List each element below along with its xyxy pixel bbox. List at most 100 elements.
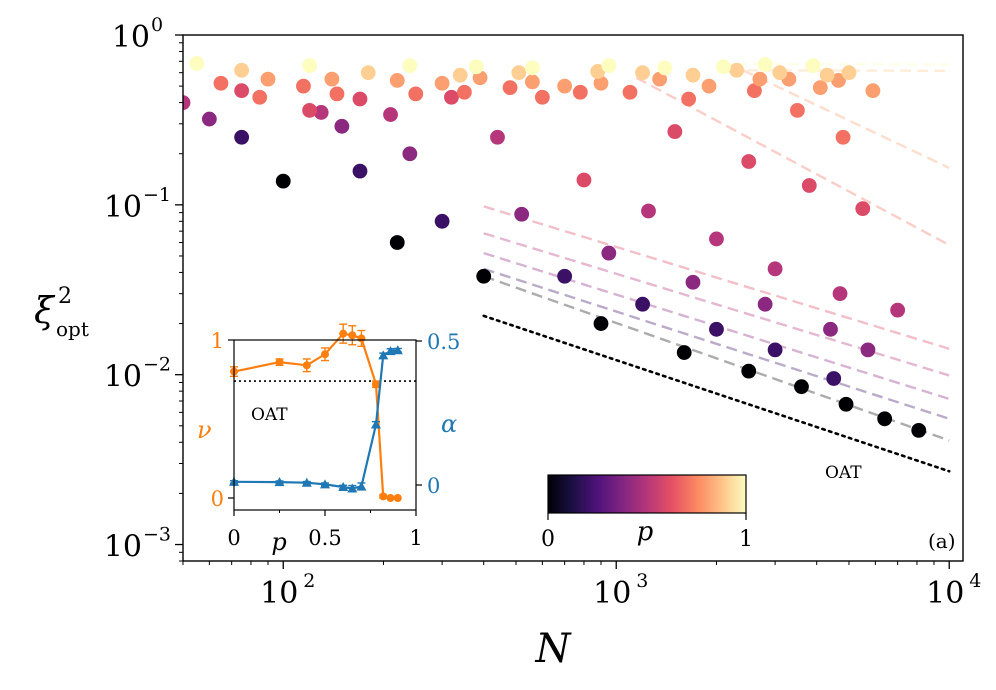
inset-right-axis-label: α	[441, 410, 457, 438]
inset-point-alpha	[378, 350, 389, 360]
fit-line	[742, 69, 950, 169]
data-point	[911, 422, 927, 438]
data-point	[452, 67, 468, 83]
data-point	[767, 342, 783, 358]
data-point	[514, 206, 530, 222]
inset-point-alpha	[392, 345, 403, 355]
fit-line	[483, 267, 950, 420]
fit-line	[483, 205, 950, 350]
data-point	[408, 86, 424, 102]
data-point	[524, 74, 540, 90]
colorbar-label: p	[637, 517, 654, 547]
y-tick-label: 10	[112, 20, 150, 55]
data-points	[183, 56, 927, 438]
inset-point-nu	[393, 494, 402, 502]
data-point	[701, 78, 717, 94]
data-point	[524, 60, 540, 76]
data-point	[360, 65, 376, 81]
data-point	[302, 58, 318, 74]
fit-lines	[482, 62, 951, 473]
data-point	[819, 67, 835, 83]
inset-x-tick-label: 0	[227, 526, 240, 550]
data-point	[832, 286, 848, 302]
inset-point-alpha	[320, 479, 330, 489]
data-point	[757, 57, 773, 72]
data-point	[855, 201, 871, 217]
data-point	[183, 95, 191, 110]
inset-x-axis-label: p	[271, 528, 286, 556]
data-point	[681, 91, 697, 107]
x-tick-exponent: 3	[636, 570, 648, 592]
data-point	[383, 107, 398, 122]
data-point	[275, 173, 291, 189]
inset-point-alpha	[338, 482, 349, 492]
inset-x-tick-label: 1	[409, 526, 422, 550]
x-tick-exponent: 4	[969, 570, 981, 592]
data-point	[402, 146, 418, 162]
data-point	[801, 178, 817, 193]
inset-point-nu	[371, 380, 380, 389]
data-point	[234, 62, 250, 78]
data-point	[234, 129, 250, 145]
data-point	[641, 203, 656, 219]
inset-point-nu	[275, 358, 284, 367]
inset-point-alpha	[370, 419, 381, 429]
data-point	[302, 102, 318, 118]
data-point	[652, 71, 668, 87]
inset-point-nu	[302, 361, 311, 370]
data-point	[667, 124, 683, 139]
data-point	[490, 129, 505, 145]
colorbar-min-label: 0	[541, 527, 555, 552]
data-point	[757, 296, 773, 312]
inset-axis-ticks: 0 0.5 1 0 1 0 0.5	[211, 329, 461, 550]
data-point	[805, 58, 821, 74]
data-point	[590, 64, 606, 79]
panel-label: (a)	[928, 529, 956, 553]
data-point	[709, 231, 724, 247]
main-plot-frame	[182, 34, 964, 562]
data-point	[313, 105, 329, 120]
y-tick-label: 10	[104, 190, 142, 225]
data-point	[812, 80, 828, 96]
data-point	[831, 73, 846, 88]
inset-oat-label: OAT	[251, 405, 288, 425]
colorbar: 0 1 p	[541, 474, 753, 552]
data-point	[741, 154, 757, 169]
data-point	[729, 62, 745, 78]
data-point	[352, 163, 368, 179]
inset-point-nu	[386, 494, 395, 502]
main-axis-ticks: 10 2 10 3 10 410 010 −110 −210 −3	[104, 14, 981, 611]
fit-line	[483, 275, 950, 442]
data-point	[389, 235, 405, 250]
inset-x-tick-label: 0.5	[308, 526, 341, 550]
data-point	[752, 71, 768, 87]
data-point	[576, 172, 592, 188]
data-point	[457, 84, 472, 100]
data-point	[557, 268, 573, 284]
data-point	[789, 102, 805, 118]
data-point	[772, 65, 788, 81]
y-axis-label-sub: opt	[56, 317, 89, 341]
inset-point-alpha	[274, 477, 285, 487]
data-point	[329, 86, 345, 102]
x-tick-label: 10	[593, 576, 631, 611]
colorbar-gradient	[547, 474, 747, 514]
data-point	[389, 73, 405, 88]
oat-reference-line	[482, 314, 951, 473]
data-point	[511, 65, 527, 81]
inset-right-tick-label: 0	[427, 474, 440, 498]
data-point	[468, 59, 484, 75]
data-point	[234, 83, 250, 99]
data-point	[841, 65, 857, 81]
x-tick-label: 10	[926, 576, 964, 611]
x-tick-label: 10	[260, 576, 298, 611]
data-point	[865, 83, 881, 99]
data-point	[622, 84, 638, 100]
data-point	[657, 60, 673, 76]
y-tick-exponent: −3	[143, 524, 171, 546]
inset-point-nu	[339, 329, 348, 338]
inset-left-tick-label: 1	[211, 329, 224, 353]
data-point	[716, 59, 731, 75]
y-axis-label: ξ 2 opt	[34, 284, 89, 341]
